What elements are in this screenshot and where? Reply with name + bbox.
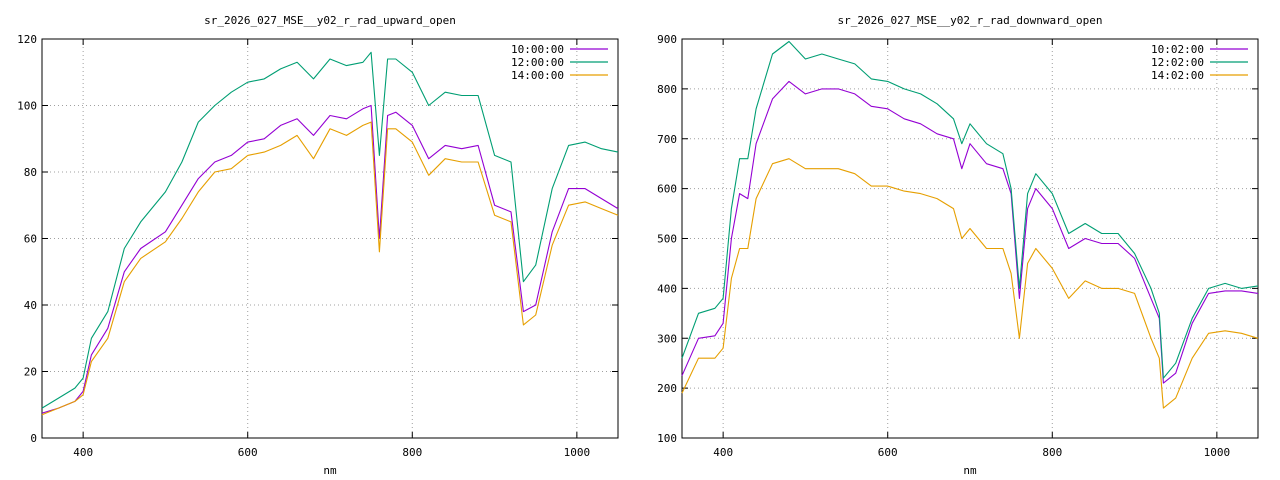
x-tick-label: 400: [73, 446, 93, 459]
x-axis-label: nm: [323, 464, 337, 477]
y-tick-label: 40: [24, 299, 37, 312]
x-tick-label: 400: [713, 446, 733, 459]
y-tick-label: 100: [657, 432, 677, 445]
y-tick-label: 600: [657, 183, 677, 196]
series-line-2: [681, 40, 1259, 379]
series-line-1: [41, 104, 619, 414]
x-tick-label: 600: [238, 446, 258, 459]
plot-frame: [681, 38, 1259, 439]
legend-label: 14:00:00: [511, 69, 564, 82]
legend-label: 12:00:00: [511, 56, 564, 69]
x-tick-label: 600: [878, 446, 898, 459]
y-tick-label: 300: [657, 332, 677, 345]
series-line-2: [41, 51, 619, 409]
y-tick-label: 400: [657, 282, 677, 295]
legend-label: 10:02:00: [1151, 43, 1204, 56]
x-tick-label: 1000: [564, 446, 591, 459]
chart-panel-1: sr_2026_027_MSE__y02_r_rad_upward_open 0 2…: [17, 14, 619, 477]
chart-title: sr_2026_027_MSE__y02_r_rad_upward_open: [204, 14, 456, 27]
y-tick-label: 120: [17, 33, 37, 46]
legend-label: 10:00:00: [511, 43, 564, 56]
y-tick-label: 80: [24, 166, 37, 179]
y-tick-label: 200: [657, 382, 677, 395]
y-tick-label: 500: [657, 233, 677, 246]
y-tick-label: 900: [657, 33, 677, 46]
chart-panel-2: sr_2026_027_MSE__y02_r_rad_downward_open…: [657, 14, 1259, 477]
y-tick-label: 700: [657, 133, 677, 146]
legend-label: 12:02:00: [1151, 56, 1204, 69]
legend-label: 14:02:00: [1151, 69, 1204, 82]
x-axis-label: nm: [963, 464, 977, 477]
x-tick-label: 800: [402, 446, 422, 459]
chart-title: sr_2026_027_MSE__y02_r_rad_downward_open: [838, 14, 1103, 27]
y-tick-label: 0: [30, 432, 37, 445]
plot-frame: [41, 38, 619, 439]
y-tick-label: 100: [17, 100, 37, 113]
x-tick-label: 1000: [1204, 446, 1231, 459]
series-line-3: [41, 121, 619, 416]
y-tick-label: 800: [657, 83, 677, 96]
y-tick-label: 60: [24, 233, 37, 246]
y-tick-label: 20: [24, 366, 37, 379]
series-line-3: [681, 158, 1259, 409]
x-tick-label: 800: [1042, 446, 1062, 459]
